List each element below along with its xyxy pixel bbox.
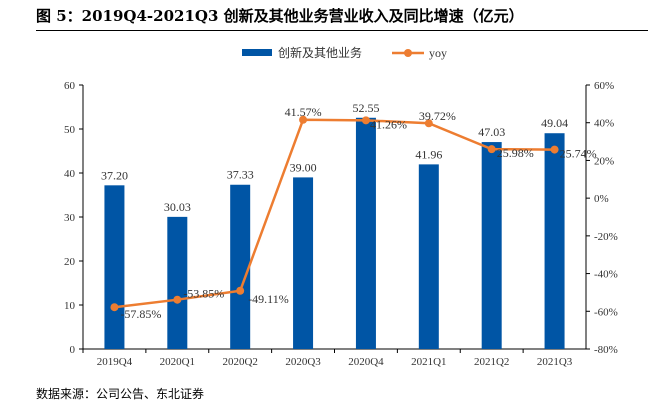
legend-bar-label: 创新及其他业务	[278, 45, 362, 60]
right-tick-label: 40%	[594, 118, 614, 130]
yoy-label: 25.98%	[497, 146, 534, 160]
right-tick-label: -20%	[594, 231, 618, 243]
left-tick-label: 20	[64, 256, 76, 268]
bar-label: 49.04	[541, 116, 568, 130]
source-note: 数据来源：公司公告、东北证券	[36, 387, 205, 401]
yoy-line	[114, 118, 555, 309]
bar-label: 37.33	[227, 168, 254, 182]
yoy-point	[487, 145, 496, 154]
bar-label: 41.96	[415, 147, 442, 161]
yoy-label: -57.85%	[120, 307, 161, 321]
left-tick-label: 50	[64, 124, 76, 136]
yoy-label: 25.74%	[560, 147, 597, 161]
legend-bar-swatch	[242, 49, 272, 56]
x-tick-label: 2020Q3	[285, 356, 321, 368]
yoy-label: 39.72%	[419, 109, 456, 123]
figure-title: 图 5：2019Q4-2021Q3 创新及其他业务营业收入及同比增速（亿元）	[36, 7, 524, 25]
x-tick-label: 2020Q2	[222, 356, 257, 368]
x-tick-label: 2019Q4	[97, 356, 133, 368]
x-tick-label: 2021Q2	[474, 356, 509, 368]
bar-label: 30.03	[164, 200, 191, 214]
bar	[104, 185, 125, 349]
legend-line-label: yoy	[429, 46, 447, 60]
bar	[167, 216, 188, 349]
right-tick-label: 20%	[594, 155, 614, 167]
yoy-point	[299, 115, 308, 124]
right-tick-label: 0%	[594, 193, 609, 205]
right-tick-label: -80%	[594, 344, 618, 356]
right-tick-label: -60%	[594, 306, 618, 318]
right-tick-label: -40%	[594, 269, 618, 281]
yoy-label: 41.57%	[285, 105, 322, 119]
x-tick-label: 2020Q4	[348, 356, 384, 368]
bar	[544, 133, 565, 349]
x-tick-label: 2020Q1	[160, 356, 195, 368]
bar-label: 47.03	[478, 125, 505, 139]
bar	[293, 177, 314, 349]
left-tick-label: 30	[64, 212, 76, 224]
bar	[230, 184, 251, 349]
left-tick-label: 10	[64, 300, 76, 312]
x-tick-label: 2021Q1	[411, 356, 446, 368]
left-tick-label: 60	[64, 80, 76, 92]
bar	[418, 164, 439, 349]
yoy-point	[361, 116, 370, 125]
yoy-point	[550, 145, 559, 154]
yoy-point	[424, 119, 433, 128]
yoy-label: -49.11%	[248, 292, 289, 306]
x-tick-label: 2021Q3	[537, 356, 573, 368]
yoy-label: -53.85%	[183, 287, 224, 301]
bar	[481, 142, 502, 349]
left-tick-label: 0	[70, 344, 76, 356]
bar-label: 39.00	[290, 160, 317, 174]
right-tick-label: 60%	[594, 80, 614, 92]
bar	[355, 117, 376, 349]
legend-line-marker	[404, 49, 412, 57]
yoy-label: 41.26%	[370, 117, 407, 131]
yoy-point	[110, 303, 119, 312]
bar-label: 37.20	[101, 168, 128, 182]
left-tick-label: 40	[64, 168, 76, 180]
yoy-point	[173, 295, 182, 304]
yoy-point	[236, 286, 245, 295]
bar-label: 52.55	[352, 101, 379, 115]
title-rule	[36, 30, 648, 31]
